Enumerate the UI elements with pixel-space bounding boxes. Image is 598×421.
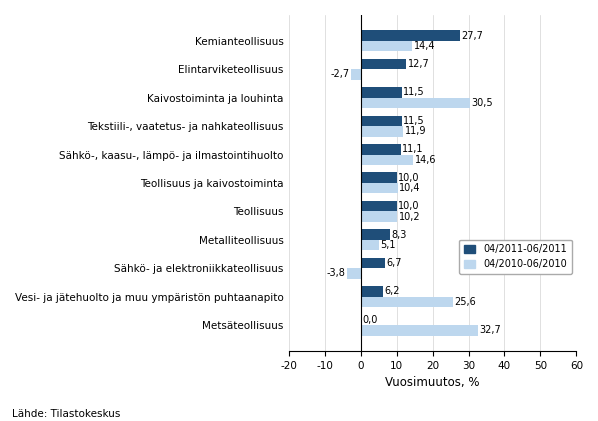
Bar	[361, 183, 398, 194]
Bar	[361, 173, 396, 183]
Text: 11,9: 11,9	[405, 126, 426, 136]
Bar	[361, 30, 460, 41]
Text: 12,7: 12,7	[408, 59, 429, 69]
Text: 11,5: 11,5	[404, 116, 425, 126]
Text: 10,4: 10,4	[399, 183, 421, 193]
Text: 14,4: 14,4	[414, 41, 435, 51]
Text: 32,7: 32,7	[480, 325, 501, 336]
Text: -3,8: -3,8	[327, 269, 346, 279]
Text: 11,1: 11,1	[402, 144, 423, 154]
Bar	[361, 325, 478, 336]
Bar	[361, 155, 413, 165]
Text: 6,7: 6,7	[386, 258, 402, 268]
Bar	[361, 286, 383, 297]
Text: Lähde: Tilastokeskus: Lähde: Tilastokeskus	[12, 409, 120, 419]
Text: 6,2: 6,2	[385, 286, 400, 296]
Bar	[361, 144, 401, 155]
Bar	[361, 297, 453, 307]
Bar	[361, 229, 390, 240]
X-axis label: Vuosimuutos, %: Vuosimuutos, %	[385, 376, 480, 389]
Bar	[361, 126, 404, 136]
Text: 10,2: 10,2	[399, 212, 420, 221]
Text: 27,7: 27,7	[462, 31, 484, 40]
Bar	[361, 115, 402, 126]
Bar	[347, 268, 361, 279]
Text: 25,6: 25,6	[454, 297, 476, 307]
Bar	[361, 258, 385, 268]
Bar	[361, 41, 413, 51]
Bar	[361, 98, 470, 108]
Text: 8,3: 8,3	[392, 229, 407, 240]
Bar	[361, 201, 396, 211]
Text: 30,5: 30,5	[472, 98, 493, 108]
Text: -2,7: -2,7	[330, 69, 349, 80]
Bar	[361, 211, 397, 222]
Bar	[361, 240, 379, 250]
Bar	[351, 69, 361, 80]
Text: 5,1: 5,1	[380, 240, 396, 250]
Text: 0,0: 0,0	[362, 315, 377, 325]
Text: 14,6: 14,6	[414, 155, 436, 165]
Text: 10,0: 10,0	[398, 173, 419, 183]
Bar	[361, 87, 402, 98]
Legend: 04/2011-06/2011, 04/2010-06/2010: 04/2011-06/2011, 04/2010-06/2010	[459, 240, 572, 274]
Text: 10,0: 10,0	[398, 201, 419, 211]
Text: 11,5: 11,5	[404, 88, 425, 97]
Bar	[361, 59, 406, 69]
